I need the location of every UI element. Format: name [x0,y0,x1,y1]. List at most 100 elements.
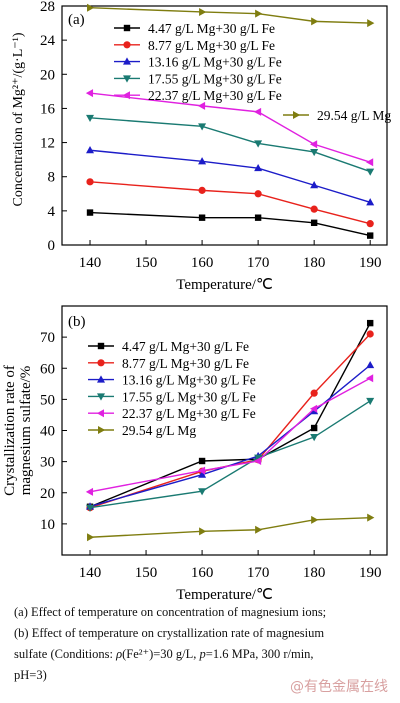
y-tick-label: 20 [40,67,55,83]
y-tick-label: 24 [40,33,56,49]
data-point [254,140,263,148]
panel-label: (b) [68,314,86,330]
x-tick-label: 180 [303,255,326,271]
data-point [87,3,95,12]
y-tick-label: 30 [40,455,55,471]
legend-label: 13.16 g/L Mg+30 g/L Fe [122,373,256,388]
caption-line-a: (a) Effect of temperature on concentrati… [14,605,327,619]
y-tick-label: 70 [40,330,55,346]
data-point [309,404,318,413]
data-point [86,504,95,512]
legend-marker [97,342,105,350]
legend-marker [97,375,105,383]
data-point [85,487,94,496]
data-point [86,178,94,186]
y-tick-label: 8 [48,170,56,186]
x-tick-label: 190 [359,565,382,581]
data-point [310,181,319,189]
legend-marker [123,75,131,83]
data-point [86,114,95,123]
y-tick-label: 40 [40,424,55,440]
data-point [254,454,263,462]
data-point [366,330,374,338]
chart-panel-b: 140 150 160 170 180 190 10 20 30 40 50 60 70 Temperat… [2,305,388,600]
series-line [89,149,371,203]
data-point [365,374,374,383]
legend-label: 8.77 g/L Mg+30 g/L Fe [148,38,275,53]
data-point [85,89,94,98]
y-tick-label: 60 [40,361,55,377]
y-axis-label: Crystallization rate of [2,365,18,496]
x-tick-label: 190 [359,255,382,271]
watermark: @有色金属在线 [290,679,388,695]
plot-frame [61,5,388,246]
legend-label: 17.55 g/L Mg+30 g/L Fe [148,71,282,86]
x-tick-label: 170 [247,255,270,271]
legend-marker [97,359,105,367]
legend-marker [97,393,105,401]
caption-b2-post: =1.6 MPa, 300 r/min, [205,647,314,661]
caption-line-b1: (b) Effect of temperature on crystalliza… [14,626,325,640]
data-point [366,360,375,369]
x-tick-label: 160 [191,565,214,581]
data-point [366,232,374,239]
chart-panel-a: 140 150 160 170 180 190 0 4 8 12 16 20 24 28 Temperatu… [11,0,391,293]
data-point [254,163,263,172]
data-point [254,214,262,221]
y-tick-label: 20 [40,486,55,502]
y-axis-label: Concentration of Mg²⁺/(g·L⁻¹) [11,32,26,206]
data-point [310,205,318,213]
data-point [197,101,206,110]
data-point [310,219,318,227]
legend-label: 22.37 g/L Mg+30 g/L Fe [148,88,282,103]
data-point [198,488,207,496]
figure: 140 150 160 170 180 190 0 4 8 12 16 20 24 28 Temperatu… [2,0,391,600]
legend-label: 29.54 g/L Mg [317,108,391,123]
data-point [198,186,206,194]
data-point [366,198,375,206]
data-point [310,389,318,397]
caption-b2-mid: (Fe²⁺)=30 g/L, [122,647,200,661]
data-point [197,466,206,475]
x-axis-label: Temperature/℃ [176,587,273,600]
series-line [89,92,371,163]
y-tick-label: 50 [40,392,55,408]
legend-label: 29.54 g/L Mg [122,423,196,438]
x-tick-label: 140 [79,565,102,581]
x-tick-label: 140 [79,255,102,271]
data-point [198,457,206,465]
x-tick-label: 150 [135,565,158,581]
data-point [366,319,374,327]
y-tick-label: 28 [40,0,55,15]
series-line [89,117,371,173]
caption-b2-pre: sulfate (Conditions: [14,647,117,661]
data-point [310,424,318,432]
data-point [86,209,94,216]
y-axis-label: magnesium sulfate/% [18,366,34,496]
data-point [310,434,319,442]
caption-line-c: pH=3) [14,668,47,682]
legend-marker [123,24,131,32]
caption-b2-rho: ρ [116,647,123,661]
legend-label: 22.37 g/L Mg+30 g/L Fe [122,406,256,421]
y-tick-label: 10 [40,517,55,533]
data-point [310,148,319,157]
caption-line-b2: sulfate (Conditions: ρ(Fe²⁺)=30 g/L, p=1… [14,646,390,663]
data-point [253,457,262,466]
y-tick-label: 0 [48,238,56,254]
data-point [198,470,207,478]
data-point [86,146,95,154]
data-point [366,397,375,406]
data-point [198,123,207,131]
panel-label: (a) [68,12,85,28]
legend-label: 17.55 g/L Mg+30 g/L Fe [122,389,256,404]
caption: (a) Effect of temperature on concentrati… [14,604,390,684]
legend-label: 4.47 g/L Mg+30 g/L Fe [148,21,275,36]
data-point [255,525,263,534]
caption-b2-p: p [199,647,206,661]
data-point [254,190,262,198]
data-point [255,9,263,18]
series-line [89,211,371,237]
data-point [199,527,207,536]
legend-marker [98,426,106,434]
